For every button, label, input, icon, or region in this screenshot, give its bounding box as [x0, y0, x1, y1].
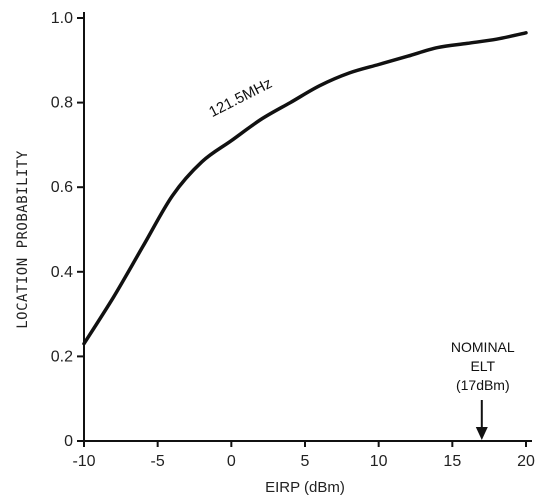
- y-tick-label: 0.8: [51, 95, 73, 112]
- labels: EIRP (dBm) LOCATION PROBABILITY 121.5MHz NO…: [15, 75, 515, 496]
- y-tick-label: 1.0: [51, 10, 73, 27]
- y-tick-label: 0: [64, 433, 73, 450]
- y-axis-title: LOCATION PROBABILITY: [15, 150, 31, 329]
- annotation-line: ELT: [470, 358, 495, 374]
- annotation-arrow-head: [475, 427, 488, 440]
- x-tick-label: 15: [443, 453, 461, 470]
- x-tick-label: 5: [301, 453, 310, 470]
- annotation-line: (17dBm): [456, 377, 510, 393]
- x-tick-label: 0: [227, 453, 236, 470]
- series-group: [82, 31, 528, 346]
- x-tick-label: -5: [151, 453, 165, 470]
- x-tick-label: 10: [370, 453, 388, 470]
- series-label-121-5mhz: 121.5MHz: [206, 75, 275, 121]
- annotation-line: NOMINAL: [451, 339, 515, 355]
- x-tick-label: -10: [72, 453, 95, 470]
- x-tick-label: 20: [517, 453, 535, 470]
- ticks: 0 0.2 0.4 0.6 0.8 1.0 -10 -5 0 5 10 15 20: [51, 10, 535, 470]
- y-tick-label: 0.4: [51, 264, 73, 281]
- series-line-121-5mhz: [82, 31, 528, 346]
- y-tick-label: 0.6: [51, 179, 73, 196]
- x-axis-title: EIRP (dBm): [265, 479, 345, 496]
- y-tick-label: 0.2: [51, 348, 73, 365]
